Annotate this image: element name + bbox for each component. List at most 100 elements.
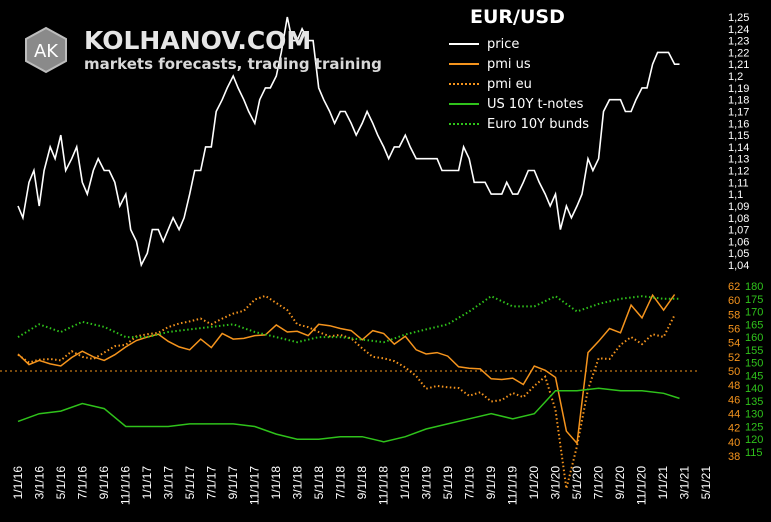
yield-axis-ticks: 1801751701651601551501451401351301251201… <box>745 281 763 459</box>
price-tick-label: 1,12 <box>728 166 749 178</box>
pmi-tick-label: 50 <box>728 366 740 378</box>
legend-swatch <box>449 43 479 45</box>
yield-tick-label: 135 <box>745 396 763 408</box>
yield-tick-label: 140 <box>745 383 763 395</box>
date-tick-label: 9/1/18 <box>355 466 369 500</box>
series-line-price <box>17 16 680 268</box>
price-tick-label: 1,11 <box>728 177 749 189</box>
legend-swatch <box>449 63 479 65</box>
pmi-tick-label: 58 <box>728 309 740 321</box>
price-tick-label: 1,25 <box>728 12 749 24</box>
yield-tick-label: 145 <box>745 370 763 382</box>
date-tick-label: 1/1/20 <box>527 466 541 500</box>
date-tick-label: 3/1/19 <box>420 466 434 500</box>
pmi-tick-label: 56 <box>728 324 740 336</box>
price-tick-label: 1,13 <box>728 154 749 166</box>
price-series-layer <box>17 16 680 268</box>
legend-swatch <box>449 103 479 105</box>
legend-item-us-10y: US 10Y t-notes <box>449 94 589 114</box>
date-tick-label: 11/1/16 <box>119 466 133 505</box>
yield-tick-label: 120 <box>745 434 763 446</box>
yield-tick-label: 130 <box>745 409 763 421</box>
price-tick-label: 1,09 <box>728 201 749 213</box>
legend-label: price <box>487 36 520 52</box>
price-tick-label: 1,2 <box>728 71 743 83</box>
series-line-euro-10y-bunds <box>17 295 680 344</box>
date-tick-label: 3/1/21 <box>678 466 692 500</box>
yield-tick-label: 170 <box>745 307 763 319</box>
date-tick-label: 3/1/16 <box>33 466 47 500</box>
date-tick-label: 7/1/17 <box>205 466 219 500</box>
date-tick-label: 3/1/17 <box>162 466 176 500</box>
date-tick-label: 1/1/18 <box>269 466 283 500</box>
date-tick-label: 1/1/16 <box>11 466 25 500</box>
legend-label: Euro 10Y bunds <box>487 116 589 132</box>
pmi-tick-label: 42 <box>728 423 740 435</box>
legend-label: US 10Y t-notes <box>487 96 584 112</box>
pmi-tick-label: 40 <box>728 437 740 449</box>
price-tick-label: 1,16 <box>728 118 749 130</box>
date-tick-label: 7/1/16 <box>76 466 90 500</box>
date-tick-label: 5/1/21 <box>699 466 713 500</box>
price-tick-label: 1,08 <box>728 213 749 225</box>
date-tick-label: 9/1/20 <box>613 466 627 500</box>
date-tick-label: 7/1/20 <box>592 466 606 500</box>
legend-item-euro-10y: Euro 10Y bunds <box>449 114 589 134</box>
yield-tick-label: 180 <box>745 281 763 293</box>
yield-tick-label: 150 <box>745 358 763 370</box>
date-tick-label: 9/1/19 <box>484 466 498 500</box>
price-tick-label: 1,05 <box>728 248 749 260</box>
legend-label: pmi us <box>487 56 531 72</box>
legend-label: pmi eu <box>487 76 532 92</box>
yield-tick-label: 160 <box>745 332 763 344</box>
legend-item-price: price <box>449 34 589 54</box>
svg-text:AK: AK <box>34 41 59 62</box>
series-line-pmi-us <box>17 293 676 446</box>
price-tick-label: 1,06 <box>728 236 749 248</box>
price-tick-label: 1,22 <box>728 47 749 59</box>
date-tick-label: 11/1/19 <box>506 466 520 505</box>
date-tick-label: 5/1/17 <box>183 466 197 500</box>
price-tick-label: 1,04 <box>728 260 749 272</box>
price-tick-label: 1,24 <box>728 24 749 36</box>
date-tick-label: 1/1/21 <box>656 466 670 500</box>
price-tick-label: 1,1 <box>728 189 743 201</box>
legend: price pmi us pmi eu US 10Y t-notes Euro … <box>449 34 589 134</box>
price-tick-label: 1,18 <box>728 95 749 107</box>
date-tick-label: 1/1/19 <box>398 466 412 500</box>
pmi-tick-label: 62 <box>728 281 740 293</box>
pmi-axis-ticks: 62 60 58 56 54 52 50 48 46 44 42 40 38 <box>728 281 740 463</box>
pmi-tick-label: 44 <box>728 409 740 421</box>
legend-item-pmi-eu: pmi eu <box>449 74 589 94</box>
date-axis-ticks: 1/1/16 3/1/16 5/1/16 7/1/16 9/1/16 11/1/16 1/1… <box>11 466 713 505</box>
date-tick-label: 1/1/17 <box>140 466 154 500</box>
date-tick-label: 9/1/16 <box>97 466 111 500</box>
yield-tick-label: 175 <box>745 294 763 306</box>
yield-tick-label: 155 <box>745 345 763 357</box>
pmi-tick-label: 38 <box>728 451 740 463</box>
pmi-tick-label: 52 <box>728 352 740 364</box>
pmi-tick-label: 48 <box>728 380 740 392</box>
date-tick-label: 11/1/20 <box>635 466 649 505</box>
date-tick-label: 7/1/18 <box>334 466 348 500</box>
yield-tick-label: 125 <box>745 422 763 434</box>
price-axis-ticks: 1,251,241,231,221,211,21,191,181,171,161… <box>728 12 749 272</box>
price-tick-label: 1,07 <box>728 225 749 237</box>
price-tick-label: 1,19 <box>728 83 749 95</box>
yield-tick-label: 115 <box>745 447 763 459</box>
date-tick-label: 11/1/18 <box>377 466 391 505</box>
date-tick-label: 7/1/19 <box>463 466 477 500</box>
legend-item-pmi-us: pmi us <box>449 54 589 74</box>
date-tick-label: 5/1/16 <box>54 466 68 500</box>
price-tick-label: 1,21 <box>728 59 749 71</box>
ak-logo-icon: AK <box>25 26 67 74</box>
date-tick-label: 5/1/19 <box>441 466 455 500</box>
series-line-us-10y-t-notes <box>17 387 680 443</box>
brand-tagline: markets forecasts, trading training <box>84 55 382 73</box>
series-line-pmi-eu <box>17 294 676 489</box>
yield-tick-label: 165 <box>745 319 763 331</box>
date-tick-label: 5/1/18 <box>312 466 326 500</box>
legend-swatch <box>449 83 479 85</box>
price-tick-label: 1,14 <box>728 142 749 154</box>
